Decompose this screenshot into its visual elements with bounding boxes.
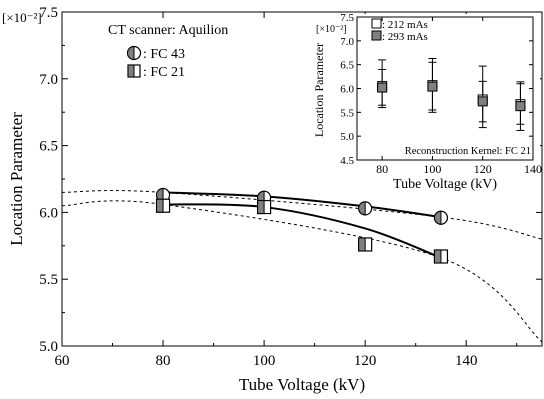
- fc43-data-point: [358, 201, 373, 216]
- dashed-fit-line: [62, 190, 542, 240]
- inset-y-tick-label: 7.0: [340, 36, 354, 48]
- legend-fc43-label: : FC 43: [143, 47, 185, 62]
- legend-fc21: : FC 21: [127, 64, 185, 80]
- inset-ticks: 80 100 120 140 4.5 5.0 5.5 6.0 6.5 7.0 7.5: [340, 12, 542, 176]
- solid-fit-line: [163, 203, 442, 259]
- fc21-data-point: [358, 237, 373, 252]
- main-ticks: 60 80 100 120 140 5.0 5.5 6.0 6.5 7.0 7.5: [39, 5, 542, 369]
- main-y-tick-label: 7.5: [39, 5, 58, 21]
- main-y-tick-label: 6.0: [39, 205, 58, 221]
- main-x-tick-label: 80: [156, 353, 171, 369]
- data-marker: [427, 81, 438, 92]
- open-square-marker-icon: [371, 18, 382, 29]
- inset-x-tick-label: 120: [474, 162, 492, 176]
- inset-y-tick-label: 6.5: [340, 60, 354, 72]
- data-marker: [477, 96, 488, 107]
- fc21-data-point: [433, 249, 449, 264]
- inset-y-tick-label: 5.5: [340, 107, 354, 119]
- main-data-points: [155, 187, 449, 264]
- scanner-annotation: CT scanner: Aquilion: [108, 23, 228, 38]
- main-x-axis-label: Tube Voltage (kV): [239, 375, 365, 394]
- inset-y-tick-label: 7.5: [340, 12, 354, 24]
- square-half-marker-icon: [127, 64, 141, 78]
- main-x-tick-label: 140: [455, 353, 478, 369]
- inset-x-axis-label: Tube Voltage (kV): [393, 177, 497, 192]
- inset-x-tick-label: 80: [376, 162, 388, 176]
- legend-293mas: : 293 mAs: [371, 30, 428, 43]
- main-x-tick-label: 100: [253, 353, 276, 369]
- main-y-tick-label: 7.0: [39, 72, 58, 88]
- legend-fc21-label: : FC 21: [143, 65, 185, 80]
- inset-y-tick-label: 6.0: [340, 84, 354, 96]
- fc43-data-point: [155, 187, 171, 203]
- legend-293mas-label: : 293 mAs: [382, 31, 428, 43]
- main-fit-lines: [62, 190, 542, 343]
- fc21-data-point: [155, 198, 171, 213]
- dashed-fit-line: [62, 200, 542, 343]
- inset-y-multiplier: [×10⁻²]: [316, 24, 347, 35]
- kernel-annotation: Reconstruction Kernel: FC 21: [405, 146, 531, 157]
- data-marker: [515, 101, 526, 112]
- fc43-data-point: [433, 210, 449, 225]
- main-y-axis-label: Location Parameter: [7, 112, 26, 246]
- inset-293mas-point: [377, 68, 388, 106]
- fc21-data-point: [257, 199, 272, 215]
- main-y-tick-label: 5.0: [39, 339, 58, 355]
- inset-y-axis-label: Location Parameter: [312, 43, 326, 137]
- main-x-tick-label: 120: [354, 353, 377, 369]
- main-y-tick-label: 5.5: [39, 272, 58, 288]
- inset-x-tick-label: 140: [524, 162, 542, 176]
- legend-212mas: : 212 mAs: [371, 18, 428, 31]
- inset-y-tick-label: 4.5: [340, 155, 354, 167]
- filled-square-marker-icon: [371, 30, 382, 41]
- legend-fc43: : FC 43: [126, 45, 185, 62]
- inset-293mas-point: [477, 80, 488, 123]
- inset-293mas-point: [427, 61, 438, 111]
- inset-x-tick-label: 100: [423, 162, 441, 176]
- data-marker: [377, 82, 388, 93]
- main-x-tick-label: 60: [55, 353, 70, 369]
- inset-background: [310, 14, 540, 192]
- inset-293mas-point: [515, 83, 526, 125]
- circle-half-marker-icon: [126, 45, 142, 61]
- legend-212mas-label: : 212 mAs: [382, 19, 428, 31]
- inset-y-tick-label: 5.0: [340, 131, 354, 143]
- solid-fit-line: [163, 191, 442, 219]
- main-y-multiplier: [×10⁻²]: [2, 10, 42, 25]
- inset-data-points: [377, 57, 526, 131]
- main-y-tick-label: 6.5: [39, 139, 58, 155]
